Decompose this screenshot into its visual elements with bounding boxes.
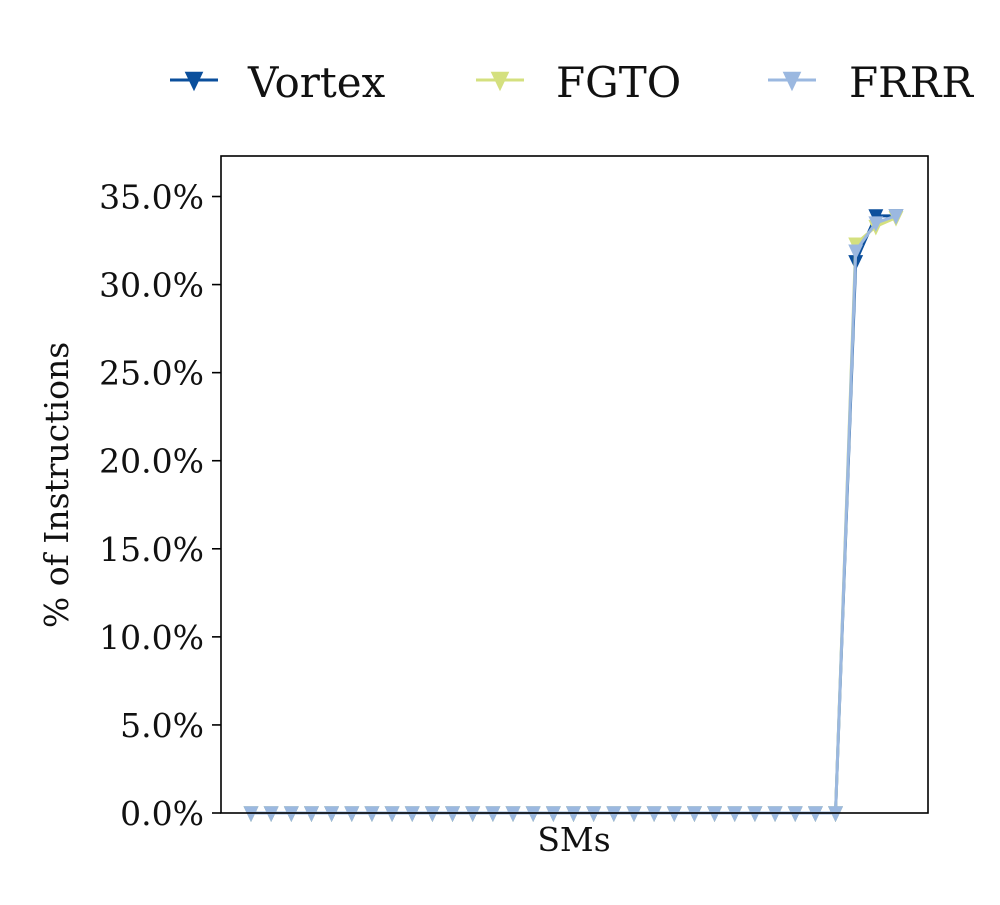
data-point-frrr (626, 806, 642, 822)
data-point-frrr (686, 806, 702, 822)
data-point-frrr (586, 806, 602, 822)
data-point-frrr (606, 806, 622, 822)
data-point-frrr (807, 806, 823, 822)
y-tick-label: 20.0% (99, 442, 204, 481)
data-point-frrr (344, 806, 360, 822)
data-point-frrr (364, 806, 380, 822)
y-tick-label: 5.0% (120, 706, 204, 745)
legend-marker-frrr (782, 71, 802, 92)
y-tick-label: 10.0% (99, 618, 204, 657)
legend-label-fgto: FGTO (556, 58, 681, 107)
data-point-frrr (787, 806, 803, 822)
data-point-frrr (646, 806, 662, 822)
y-tick-label: 15.0% (99, 530, 204, 569)
legend-label-frrr: FRRR (849, 58, 974, 107)
legend: Vortex FGTO FRRR (170, 58, 974, 107)
data-point-frrr (243, 806, 259, 822)
y-axis-ticks: 0.0% 5.0% 10.0% 15.0% 20.0% 25.0% 30.0% 35.0% (99, 178, 221, 833)
data-point-frrr (767, 806, 783, 822)
data-point-frrr (304, 806, 319, 822)
data-point-frrr (888, 209, 904, 225)
y-tick-label: 35.0% (99, 178, 204, 217)
data-point-frrr (666, 806, 682, 822)
y-axis-label: % of Instructions (37, 342, 76, 628)
data-point-frrr (263, 806, 279, 822)
x-axis-label: SMs (537, 820, 610, 859)
data-point-frrr (384, 806, 400, 822)
legend-entry-fgto: FGTO (476, 58, 681, 107)
y-tick-label: 25.0% (99, 354, 204, 393)
data-point-frrr (404, 806, 420, 822)
legend-marker-vortex (184, 71, 204, 92)
series-line-fgto (251, 216, 897, 815)
data-point-frrr (545, 806, 561, 822)
y-tick-label: 30.0% (99, 266, 204, 305)
data-point-frrr (868, 216, 884, 232)
data-point-frrr (465, 806, 481, 822)
data-point-frrr (424, 806, 440, 822)
data-point-frrr (727, 806, 743, 822)
data-point-frrr (485, 806, 501, 822)
data-point-frrr (828, 806, 843, 822)
y-tick-label: 0.0% (120, 794, 204, 833)
data-point-frrr (525, 806, 541, 822)
data-point-frrr (707, 806, 723, 822)
data-point-frrr (848, 244, 864, 261)
plot-frame (220, 155, 929, 814)
data-point-frrr (283, 806, 299, 822)
data-point-frrr (566, 806, 581, 822)
series-line-frrr (251, 214, 897, 815)
data-point-frrr (747, 806, 763, 822)
series-line-vortex (251, 214, 896, 815)
series-layer (243, 209, 904, 822)
legend-label-vortex: Vortex (247, 58, 386, 107)
data-point-frrr (445, 806, 461, 822)
legend-entry-frrr: FRRR (768, 58, 974, 107)
legend-entry-vortex: Vortex (170, 58, 386, 107)
data-point-frrr (324, 806, 340, 822)
data-point-frrr (505, 806, 521, 822)
legend-marker-fgto (490, 71, 510, 92)
